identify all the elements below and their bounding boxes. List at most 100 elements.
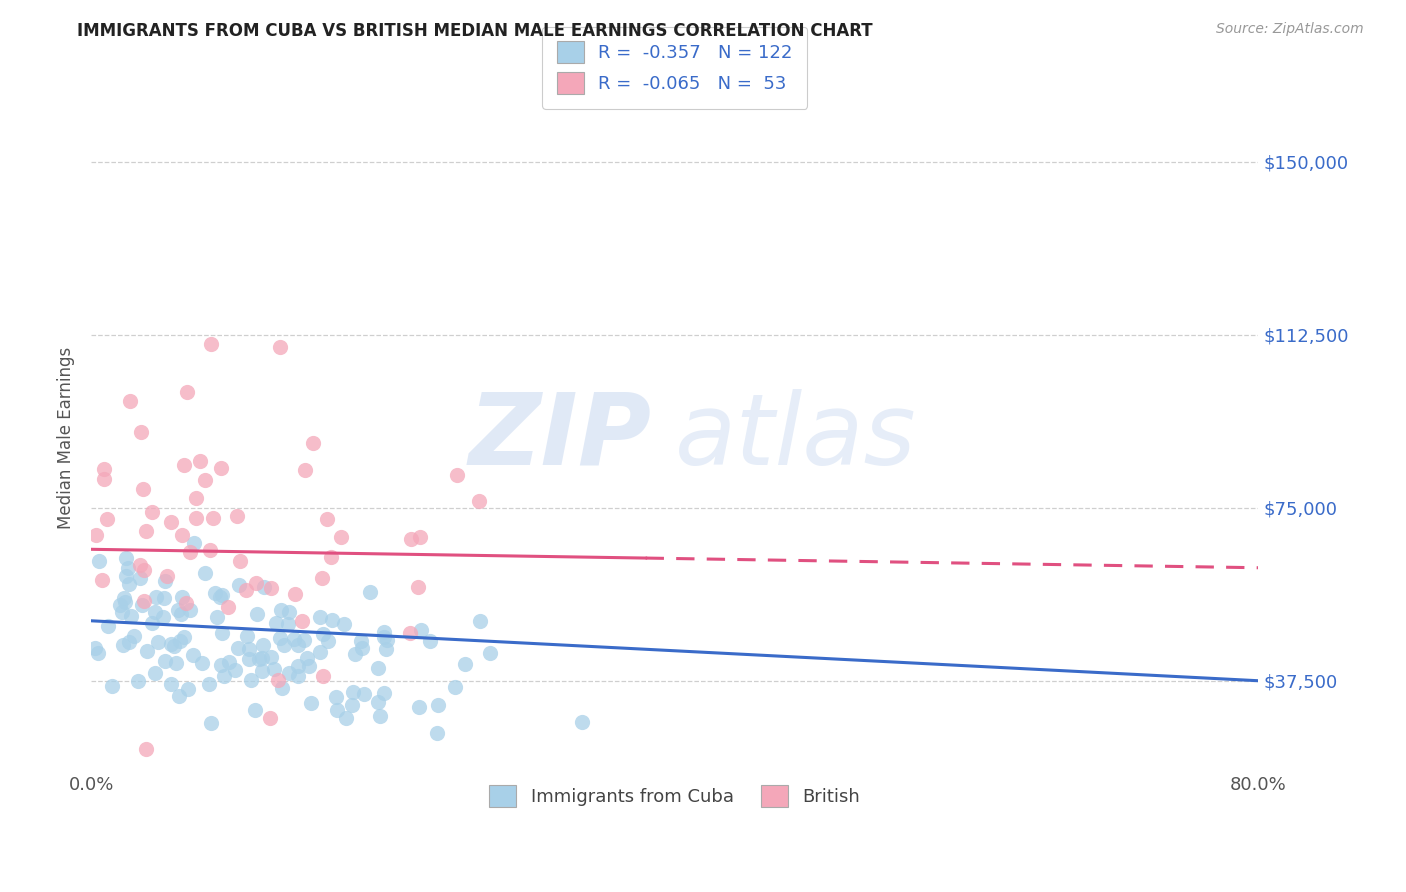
- Point: [176, 384, 198, 399]
- Text: IMMIGRANTS FROM CUBA VS BRITISH MEDIAN MALE EARNINGS CORRELATION CHART: IMMIGRANTS FROM CUBA VS BRITISH MEDIAN M…: [77, 22, 873, 40]
- Point: [173, 458, 195, 472]
- Point: [153, 591, 176, 605]
- Point: [91, 573, 114, 587]
- Point: [143, 605, 166, 619]
- Point: [120, 609, 142, 624]
- Point: [373, 625, 395, 640]
- Point: [141, 505, 163, 519]
- Point: [108, 598, 131, 612]
- Point: [214, 669, 236, 683]
- Point: [184, 511, 207, 525]
- Point: [299, 696, 322, 710]
- Point: [135, 524, 157, 539]
- Point: [408, 699, 430, 714]
- Point: [183, 536, 205, 550]
- Point: [245, 576, 267, 591]
- Point: [118, 577, 141, 591]
- Point: [291, 614, 314, 628]
- Point: [270, 603, 292, 617]
- Point: [179, 545, 201, 559]
- Point: [167, 689, 190, 703]
- Point: [353, 687, 375, 701]
- Point: [115, 550, 138, 565]
- Point: [479, 646, 502, 660]
- Point: [243, 703, 266, 717]
- Point: [87, 554, 110, 568]
- Point: [252, 651, 274, 665]
- Point: [329, 530, 352, 544]
- Point: [311, 571, 333, 585]
- Point: [446, 468, 468, 483]
- Point: [129, 571, 152, 585]
- Point: [179, 603, 201, 617]
- Point: [399, 625, 422, 640]
- Point: [114, 595, 136, 609]
- Point: [163, 639, 186, 653]
- Point: [229, 554, 252, 568]
- Point: [143, 665, 166, 680]
- Point: [135, 644, 157, 658]
- Point: [425, 725, 447, 739]
- Point: [277, 617, 299, 632]
- Point: [200, 542, 222, 557]
- Point: [316, 633, 339, 648]
- Point: [308, 645, 330, 659]
- Point: [309, 610, 332, 624]
- Text: ZIP: ZIP: [468, 389, 651, 486]
- Point: [287, 668, 309, 682]
- Point: [132, 482, 155, 496]
- Point: [160, 676, 183, 690]
- Point: [152, 609, 174, 624]
- Point: [239, 673, 262, 687]
- Point: [159, 516, 181, 530]
- Point: [165, 656, 187, 670]
- Point: [111, 638, 134, 652]
- Point: [84, 641, 107, 656]
- Point: [335, 711, 357, 725]
- Point: [170, 590, 193, 604]
- Point: [135, 742, 157, 756]
- Point: [368, 709, 391, 723]
- Point: [411, 623, 433, 637]
- Point: [468, 614, 491, 628]
- Point: [209, 461, 232, 475]
- Point: [401, 533, 423, 547]
- Point: [194, 474, 217, 488]
- Point: [271, 681, 294, 695]
- Point: [122, 629, 145, 643]
- Point: [373, 631, 395, 645]
- Point: [145, 590, 167, 604]
- Point: [454, 657, 477, 671]
- Point: [427, 698, 450, 712]
- Point: [134, 594, 156, 608]
- Point: [359, 584, 381, 599]
- Point: [235, 583, 257, 598]
- Point: [114, 569, 136, 583]
- Point: [269, 340, 291, 354]
- Point: [170, 528, 193, 542]
- Point: [114, 591, 136, 606]
- Point: [283, 632, 305, 646]
- Point: [228, 578, 250, 592]
- Point: [155, 574, 177, 588]
- Point: [198, 677, 221, 691]
- Point: [287, 659, 309, 673]
- Point: [250, 664, 273, 678]
- Point: [167, 603, 190, 617]
- Point: [204, 586, 226, 600]
- Point: [246, 607, 269, 622]
- Point: [374, 642, 396, 657]
- Point: [350, 640, 373, 655]
- Point: [238, 651, 260, 665]
- Point: [181, 648, 204, 663]
- Point: [93, 461, 115, 475]
- Point: [236, 629, 259, 643]
- Point: [87, 646, 110, 660]
- Point: [367, 661, 389, 675]
- Point: [252, 638, 274, 652]
- Point: [325, 690, 347, 704]
- Point: [177, 681, 200, 696]
- Point: [312, 669, 335, 683]
- Point: [325, 703, 347, 717]
- Point: [191, 656, 214, 670]
